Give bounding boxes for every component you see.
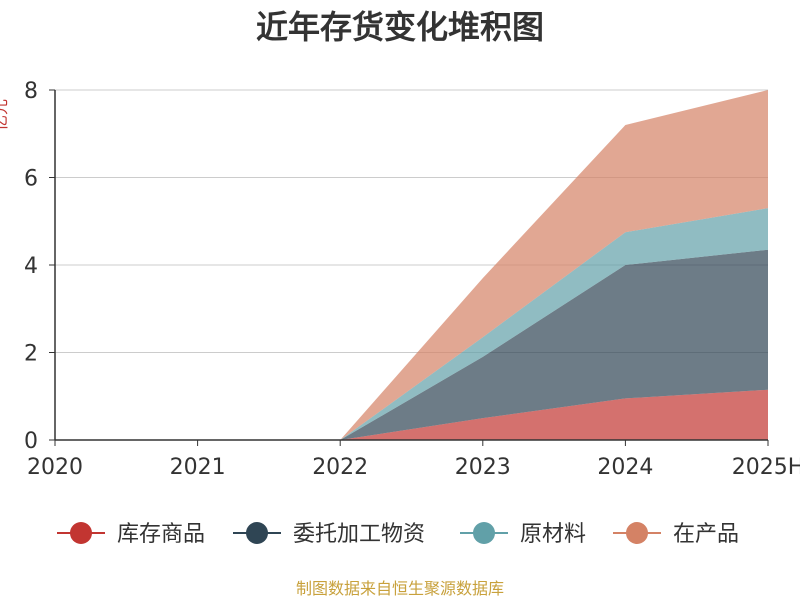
- chart-title: 近年存货变化堆积图: [256, 8, 544, 46]
- y-tick-label: 2: [24, 342, 38, 367]
- source-note: 制图数据来自恒生聚源数据库: [296, 579, 504, 598]
- area-series-2: [55, 249, 768, 440]
- x-tick-label: 2020: [27, 455, 83, 480]
- x-tick-label: 2025H: [732, 455, 800, 480]
- legend-marker: [626, 522, 648, 544]
- legend-marker: [246, 522, 268, 544]
- legend-marker: [473, 522, 495, 544]
- legend-label: 库存商品: [117, 522, 205, 547]
- y-tick-label: 6: [24, 167, 38, 192]
- x-tick-label: 2022: [312, 455, 368, 480]
- y-tick-labels: 0 2 4 6 8: [24, 79, 38, 454]
- x-tick-label: 2023: [455, 455, 511, 480]
- area-series: [55, 90, 768, 440]
- area-series-3: [55, 208, 768, 440]
- x-tick-label: 2024: [597, 455, 653, 480]
- y-axis-label: 亿元: [0, 99, 10, 131]
- x-tick-label: 2021: [170, 455, 226, 480]
- y-tick-label: 8: [24, 79, 38, 104]
- y-tick-label: 0: [24, 429, 38, 454]
- legend-label: 原材料: [520, 522, 586, 547]
- y-tick-label: 4: [24, 254, 38, 279]
- area-series-1: [55, 389, 768, 440]
- x-tick-labels: 2020 2021 2022 2023 2024 2025H: [27, 455, 800, 480]
- legend-label: 在产品: [673, 522, 739, 547]
- area-series-4: [55, 90, 768, 440]
- axes: [54, 90, 769, 446]
- legend: 库存商品 委托加工物资 原材料 在产品: [57, 522, 739, 547]
- legend-marker: [70, 522, 92, 544]
- legend-label: 委托加工物资: [293, 522, 425, 547]
